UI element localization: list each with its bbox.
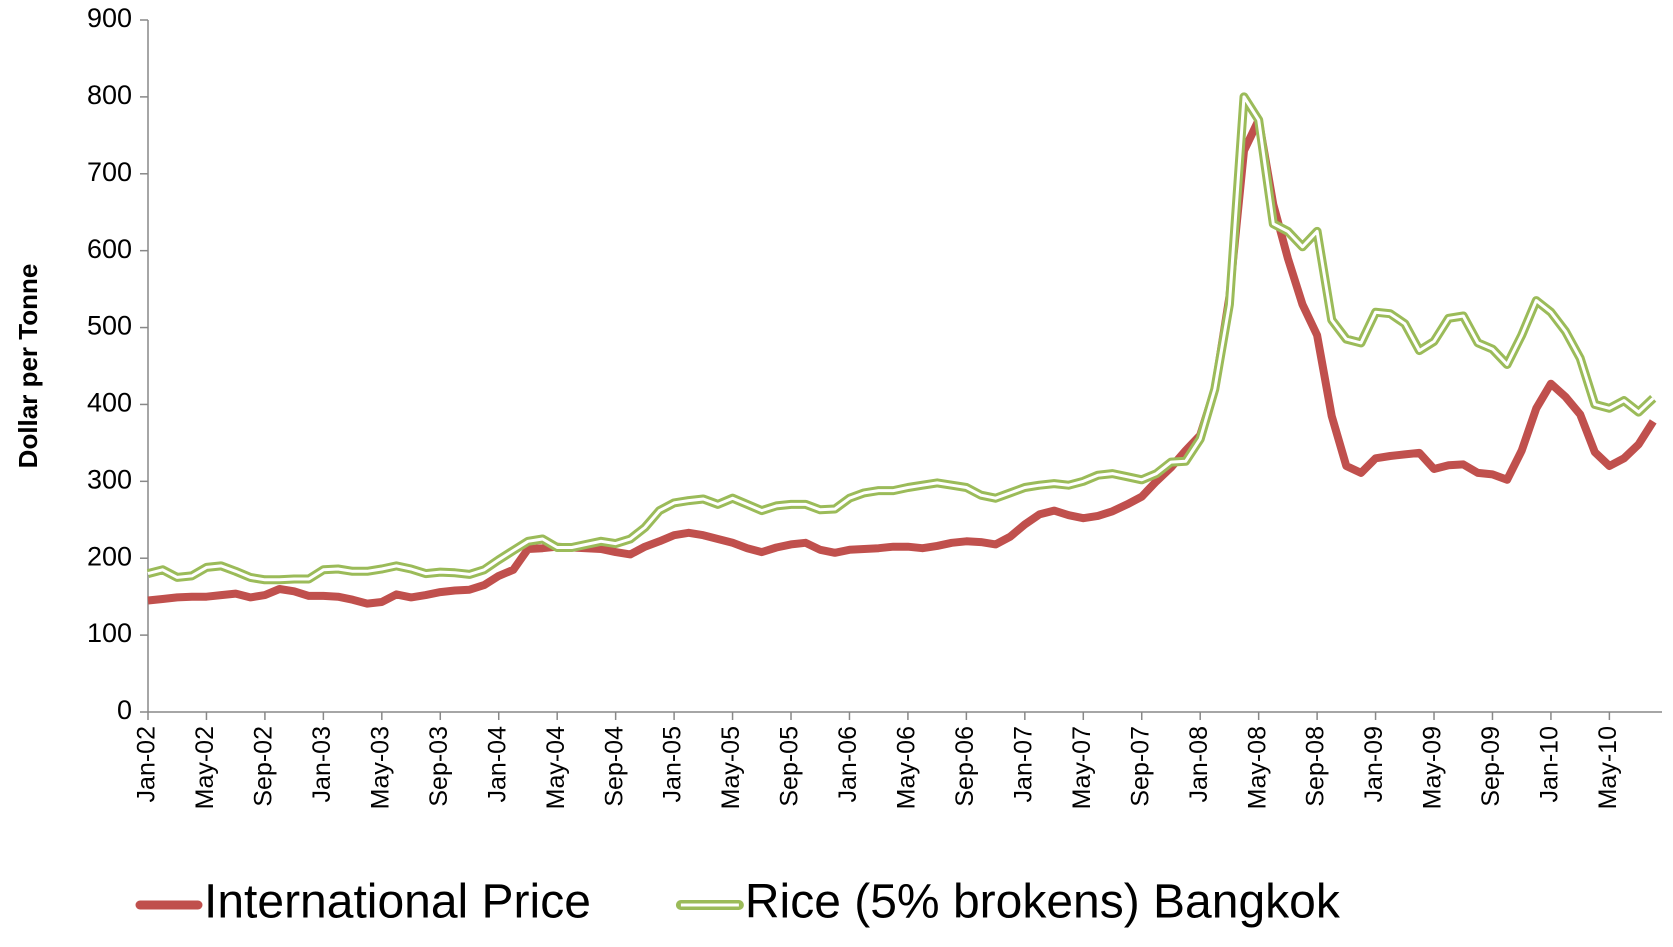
x-tick-label: Sep-08 — [1302, 726, 1330, 807]
y-tick-label: 400 — [87, 388, 132, 418]
x-tick-label: Sep-06 — [951, 726, 979, 807]
series-line-inner — [147, 95, 1655, 582]
y-tick-label: 600 — [87, 234, 132, 264]
x-tick-label: Jan-02 — [133, 726, 161, 802]
x-tick-label: Jan-06 — [834, 726, 862, 802]
x-tick-label: May-02 — [191, 726, 219, 809]
x-tick-label: Sep-04 — [600, 726, 628, 807]
legend-label: Rice (5% brokens) Bangkok — [745, 876, 1341, 929]
x-tick-label: May-03 — [366, 726, 394, 809]
x-tick-label: Jan-08 — [1185, 726, 1213, 802]
x-tick-label: Jan-10 — [1536, 726, 1564, 802]
x-tick-label: Sep-02 — [250, 726, 278, 807]
series-line — [146, 92, 1657, 585]
x-tick-label: Jan-05 — [659, 726, 687, 802]
x-tick-label: Jan-09 — [1360, 726, 1388, 802]
x-tick-label: May-08 — [1243, 726, 1271, 809]
legend-label: International Price — [204, 876, 591, 929]
x-tick-label: May-05 — [717, 726, 745, 809]
y-tick-label: 0 — [117, 695, 132, 725]
y-tick-label: 100 — [87, 618, 132, 648]
x-tick-label: Jan-07 — [1009, 726, 1037, 802]
y-tick-label: 800 — [87, 80, 132, 110]
y-tick-label: 300 — [87, 464, 132, 494]
x-tick-label: May-10 — [1594, 726, 1622, 809]
x-tick-label: Sep-05 — [776, 726, 804, 807]
x-tick-label: Sep-07 — [1126, 726, 1154, 807]
y-axis-label: Dollar per Tonne — [13, 264, 43, 469]
y-tick-label: 700 — [87, 157, 132, 187]
x-tick-label: May-04 — [542, 726, 570, 809]
x-tick-label: May-09 — [1419, 726, 1447, 809]
x-tick-label: Jan-03 — [308, 726, 336, 802]
x-tick-label: May-06 — [893, 726, 921, 809]
y-tick-label: 500 — [87, 311, 132, 341]
y-tick-label: 900 — [87, 3, 132, 33]
x-tick-label: May-07 — [1068, 726, 1096, 809]
y-tick-label: 200 — [87, 541, 132, 571]
series-line — [147, 116, 1657, 608]
x-tick-label: Sep-09 — [1477, 726, 1505, 807]
x-tick-label: Jan-04 — [483, 726, 511, 803]
x-tick-label: Sep-03 — [425, 726, 453, 807]
